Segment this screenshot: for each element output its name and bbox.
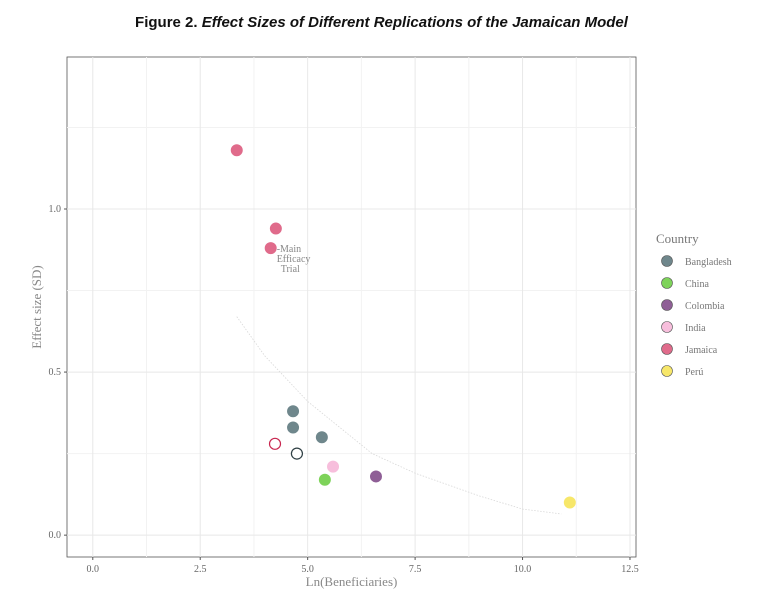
legend-swatch (661, 255, 673, 267)
data-point-india (327, 460, 340, 473)
annotation-text: Trial (281, 264, 300, 275)
data-point-bangladesh (287, 421, 300, 434)
plot-panel (66, 56, 637, 558)
figure-title: Effect Sizes of Different Replications o… (201, 14, 628, 31)
legend-label: Bangladesh (685, 257, 732, 268)
trend-line (236, 316, 562, 515)
data-point-china (318, 473, 331, 486)
legend-label: China (685, 279, 709, 290)
x-tick-label: 2.5 (194, 564, 207, 575)
chart-title: Figure 2. Effect Sizes of Different Repl… (0, 14, 763, 31)
y-tick-label: 0.5 (49, 367, 62, 378)
legend-swatch (661, 277, 673, 289)
y-axis-label: Effect size (SD) (29, 265, 44, 349)
legend-swatch (661, 343, 673, 355)
x-tick-label: 7.5 (409, 564, 422, 575)
x-tick-label: 10.0 (514, 564, 532, 575)
y-tick-label: 0.0 (49, 530, 62, 541)
annotation-text: Efficacy (277, 254, 311, 265)
data-point-peru (563, 496, 576, 509)
x-tick-label: 0.0 (87, 564, 100, 575)
data-point-jamaica (268, 437, 282, 450)
data-point-jamaica (269, 222, 282, 235)
data-point-bangladesh (315, 431, 328, 444)
legend-swatch (661, 299, 673, 311)
x-axis-label: Ln(Beneficiaries) (306, 574, 398, 589)
x-tick-label: 12.5 (621, 564, 639, 575)
legend-label: Jamaica (685, 345, 718, 356)
legend-label: Perú (685, 367, 703, 378)
legend-swatch (661, 365, 673, 377)
figure-label: Figure 2. (135, 14, 198, 31)
legend-label: India (685, 323, 706, 334)
data-point-colombia (369, 470, 382, 483)
legend-swatch (661, 321, 673, 333)
annotation-text: -Main (277, 244, 301, 255)
data-point-jamaica (264, 242, 277, 255)
data-point-jamaica (230, 144, 243, 157)
data-point-bangladesh (287, 405, 300, 418)
legend-title: Country (656, 231, 699, 246)
legend-label: Colombia (685, 301, 725, 312)
y-tick-label: 1.0 (49, 204, 62, 215)
data-point-bangladesh (290, 447, 304, 460)
x-tick-label: 5.0 (301, 564, 314, 575)
